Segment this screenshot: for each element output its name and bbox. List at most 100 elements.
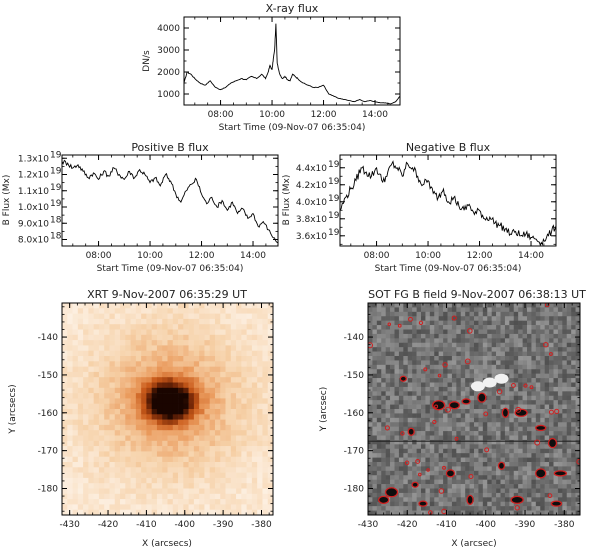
xrt-pixel bbox=[93, 350, 100, 357]
sot-positive-spot bbox=[470, 381, 485, 392]
xrt-pixel bbox=[183, 356, 189, 362]
sot-pixel bbox=[460, 431, 466, 436]
sot-pixel bbox=[421, 369, 426, 374]
sot-pixel bbox=[553, 316, 559, 321]
sot-pixel bbox=[527, 488, 532, 494]
sot-pixel bbox=[412, 391, 417, 397]
posb-title: Positive B flux bbox=[131, 141, 209, 154]
sot-pixel bbox=[535, 342, 541, 348]
sot-pixel bbox=[469, 431, 475, 436]
xrt-pixel bbox=[246, 356, 253, 362]
sot-pixel bbox=[451, 342, 457, 348]
sot-pixel bbox=[482, 431, 488, 436]
sot-pixel bbox=[443, 338, 448, 344]
sot-pixel bbox=[531, 329, 537, 335]
sot-pixel bbox=[434, 386, 439, 392]
xrt-pixel bbox=[246, 350, 253, 357]
sot-pixel bbox=[390, 311, 395, 317]
sot-pixel bbox=[429, 422, 435, 427]
sot-pixel bbox=[385, 466, 391, 472]
xrt-pixel bbox=[214, 499, 221, 505]
sot-pixel bbox=[482, 435, 488, 441]
xrt-pixel bbox=[146, 324, 152, 330]
sot-pixel bbox=[571, 333, 576, 339]
sot-pixel bbox=[451, 448, 457, 454]
xrt-pixel bbox=[225, 308, 232, 314]
xrt-pixel bbox=[130, 462, 137, 468]
sot-pixel bbox=[390, 342, 395, 348]
sot-pixel bbox=[443, 426, 448, 432]
xrt-pixel bbox=[156, 424, 163, 431]
xrt-pixel bbox=[241, 361, 247, 367]
sot-pixel bbox=[438, 307, 444, 313]
xrt-pixel bbox=[183, 350, 189, 357]
xrt-pixel bbox=[77, 356, 84, 362]
xrt-pixel bbox=[104, 371, 110, 378]
sot-pixel bbox=[394, 369, 400, 374]
sot-pixel bbox=[527, 484, 532, 489]
sot-pixel bbox=[549, 395, 554, 401]
sot-pixel bbox=[376, 439, 382, 445]
xrt-pixel bbox=[214, 356, 221, 362]
sot-pixel bbox=[491, 510, 497, 515]
sot-pixel bbox=[429, 439, 435, 445]
sot-pixel bbox=[416, 488, 422, 494]
xrt-pixel bbox=[230, 345, 237, 351]
sot-pixel bbox=[553, 351, 559, 357]
xrt-pixel bbox=[167, 313, 174, 320]
xray-flux-panel: X-ray flux 08:00 10:00 12:00 14:00100020003… bbox=[142, 2, 401, 133]
sot-pixel bbox=[504, 501, 510, 507]
sot-pixel bbox=[531, 492, 537, 498]
sot-pixel bbox=[500, 342, 506, 348]
xrt-pixel bbox=[178, 446, 184, 452]
sot-pixel bbox=[527, 378, 532, 383]
sot-pixel bbox=[429, 369, 435, 374]
sot-pixel bbox=[544, 351, 550, 357]
xrt-pixel bbox=[130, 483, 137, 489]
sot-pixel bbox=[394, 506, 400, 511]
sot-pixel bbox=[562, 347, 568, 352]
xrt-pixel bbox=[209, 419, 216, 426]
sot-pixel bbox=[540, 404, 545, 410]
sot-pixel bbox=[544, 364, 550, 370]
sot-pixel bbox=[478, 333, 484, 339]
xrt-pixel bbox=[183, 313, 189, 320]
xrt-pixel bbox=[104, 472, 110, 479]
xrt-pixel bbox=[135, 361, 142, 367]
sot-pixel bbox=[500, 386, 506, 392]
sot-pixel bbox=[553, 444, 559, 450]
sot-pixel bbox=[465, 439, 470, 445]
sot-pixel bbox=[434, 426, 439, 432]
sot-pixel bbox=[447, 360, 453, 366]
sot-pixel bbox=[531, 426, 537, 432]
sot-pixel bbox=[509, 501, 515, 507]
sot-pixel bbox=[416, 325, 422, 330]
sot-pixel bbox=[540, 453, 545, 458]
sot-pixel bbox=[540, 501, 545, 507]
xrt-pixel bbox=[104, 403, 110, 410]
xrt-pixel bbox=[151, 488, 158, 495]
sot-pixel bbox=[425, 391, 431, 397]
xrt-pixel bbox=[104, 377, 110, 383]
xrt-pixel bbox=[109, 356, 116, 362]
xrt-pixel bbox=[135, 393, 142, 399]
sot-pixel bbox=[482, 303, 488, 308]
xrt-pixel bbox=[83, 340, 89, 346]
xrt-pixel bbox=[62, 308, 68, 314]
sot-contour-speck bbox=[523, 383, 528, 388]
xrt-pixel bbox=[230, 472, 237, 479]
xrt-pixel bbox=[241, 393, 247, 399]
sot-pixel bbox=[443, 475, 448, 480]
sot-pixel bbox=[522, 320, 528, 326]
xrt-pixel bbox=[104, 499, 110, 505]
x-tick-label: 08:00 bbox=[364, 251, 390, 261]
sot-pixel bbox=[531, 466, 537, 472]
y-tick-label: -160 bbox=[344, 409, 365, 419]
xrt-pixel bbox=[62, 430, 68, 436]
xrt-pixel bbox=[225, 334, 232, 341]
sot-pixel bbox=[562, 316, 568, 321]
sot-pixel bbox=[381, 462, 386, 467]
sot-pixel bbox=[368, 435, 373, 441]
sot-pixel bbox=[412, 462, 417, 467]
sot-pixel bbox=[504, 333, 510, 339]
